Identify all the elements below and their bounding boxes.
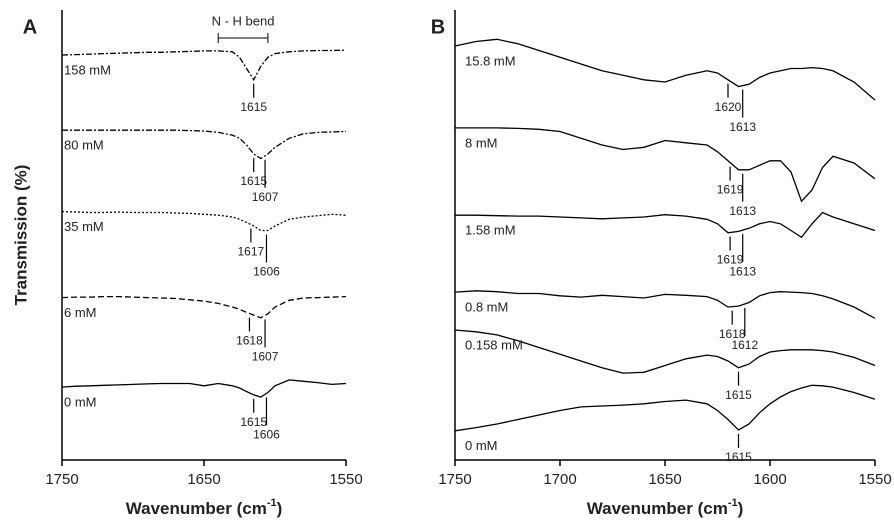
peak-label: 1615 <box>240 415 267 429</box>
spectrum <box>455 127 876 203</box>
peak-label: 1606 <box>253 265 280 279</box>
spectrum <box>61 49 347 82</box>
x-axis-label: Wavenumber (cm-1) <box>587 497 744 519</box>
spectrum <box>454 290 876 319</box>
peak-label: 1615 <box>725 388 752 402</box>
spectrum <box>454 384 876 432</box>
x-axis-label: Wavenumber (cm-1) <box>126 497 283 519</box>
series-label: 158 mM <box>64 62 111 77</box>
x-tick-label: 1700 <box>543 471 576 488</box>
panel-label: A <box>23 16 37 38</box>
spectrum <box>61 210 347 232</box>
series-label: 8 mM <box>465 135 498 150</box>
spectrum <box>454 329 876 374</box>
series-label: 1.58 mM <box>465 223 516 238</box>
x-tick-label: 1750 <box>438 471 471 488</box>
spectrum <box>62 129 347 160</box>
x-tick-label: 1600 <box>753 471 786 488</box>
series-label: 35 mM <box>64 219 104 234</box>
spectrum <box>454 38 876 101</box>
panel: 1750 1650 1550 A Wavenumber (cm-1) Transmissi… <box>11 10 363 519</box>
peak-label: 1615 <box>240 100 267 114</box>
peak-label: 1615 <box>725 450 752 464</box>
peak-label: 1613 <box>729 120 756 134</box>
series-label: 80 mM <box>64 138 104 153</box>
annotation: N - H bend <box>212 13 275 28</box>
peak-label: 1613 <box>729 204 756 218</box>
x-label-text: Wavenumber (cm <box>587 499 728 518</box>
peak-label: 1617 <box>238 245 265 259</box>
x-label-sup: -1 <box>267 497 277 509</box>
peak-label: 1615 <box>240 174 267 188</box>
peak-label: 1619 <box>717 253 744 267</box>
x-label-tail: ) <box>277 499 283 518</box>
peak-label: 1606 <box>253 428 280 442</box>
x-label-text: Wavenumber (cm <box>126 499 267 518</box>
x-label-tail: ) <box>738 499 744 518</box>
spectrum <box>61 379 347 398</box>
y-axis-label: Transmission (%) <box>11 165 30 306</box>
peak-label: 1607 <box>252 350 279 364</box>
bracket <box>217 33 269 43</box>
series-label: 0 mM <box>465 438 498 453</box>
x-tick-label: 1750 <box>45 471 78 488</box>
x-tick-label: 1550 <box>329 471 362 488</box>
series-label: 0.8 mM <box>465 300 508 315</box>
peak-label: 1613 <box>729 264 756 278</box>
x-tick-label: 1650 <box>187 471 220 488</box>
panel: 1750 1700 1650 1600 1550 B Wavenumber (cm-1) 15… <box>431 10 892 518</box>
spectrum <box>61 295 347 319</box>
x-tick-label: 1550 <box>858 471 891 488</box>
panel-label: B <box>431 16 445 38</box>
peak-label: 1619 <box>717 183 744 197</box>
peak-label: 1620 <box>715 100 742 114</box>
series-label: 6 mM <box>64 305 97 320</box>
series-label: 15.8 mM <box>465 53 516 68</box>
peak-label: 1618 <box>236 334 263 348</box>
x-label-sup: -1 <box>728 497 738 509</box>
peak-label: 1612 <box>731 338 758 352</box>
peak-label: 1607 <box>252 190 279 204</box>
series-label: 0 mM <box>64 395 97 410</box>
series-label: 0.158 mM <box>465 337 523 352</box>
x-tick-label: 1650 <box>648 471 681 488</box>
spectrum <box>455 211 876 239</box>
peak-label: 1618 <box>719 327 746 341</box>
